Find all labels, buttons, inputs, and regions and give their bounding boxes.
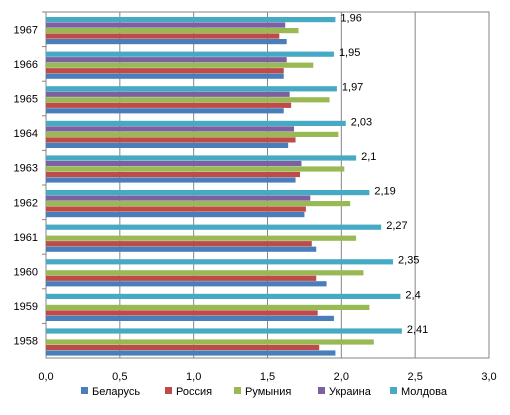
legend-label: Россия <box>176 386 212 398</box>
bar-Беларусь <box>46 281 327 287</box>
bar-Молдова <box>46 293 401 299</box>
y-tick-label: 1966 <box>14 59 38 71</box>
x-tick-label: 2,0 <box>334 371 349 383</box>
data-label: 2,4 <box>405 289 420 301</box>
bar-Украина <box>46 126 295 132</box>
legend-swatch <box>234 387 241 394</box>
bar-Украина <box>46 91 290 97</box>
data-label: 2,41 <box>407 324 428 336</box>
bar-Румыния <box>46 201 351 207</box>
bar-Румыния <box>46 304 370 310</box>
bar-Беларусь <box>46 142 289 148</box>
x-tick-label: 0,0 <box>38 371 53 383</box>
bar-Россия <box>46 137 296 143</box>
legend-label: Украина <box>329 386 372 398</box>
bar-Украина <box>46 160 302 167</box>
x-tick-label: 1,5 <box>260 371 275 383</box>
bar-Беларусь <box>46 177 296 183</box>
bar-Россия <box>46 344 320 351</box>
bar-Беларусь <box>46 108 284 114</box>
bar-Румыния <box>46 339 374 345</box>
bar-Молдова <box>46 17 336 23</box>
bar-Беларусь <box>46 350 336 356</box>
bar-Румыния <box>46 62 314 68</box>
bar-Румыния <box>46 28 299 34</box>
x-tick-label: 0,5 <box>112 371 127 383</box>
data-label: 2,03 <box>351 116 372 128</box>
data-label: 1,97 <box>342 82 363 94</box>
bar-Россия <box>46 275 317 281</box>
bar-Молдова <box>46 155 357 161</box>
bar-Россия <box>46 241 312 247</box>
y-tick-label: 1960 <box>14 267 38 279</box>
data-label: 2,35 <box>398 255 419 267</box>
bar-Россия <box>46 33 280 39</box>
bar-Румыния <box>46 235 357 241</box>
bar-Молдова <box>46 51 334 57</box>
legend-swatch <box>81 387 88 394</box>
bar-Молдова <box>46 328 402 334</box>
y-tick-label: 1962 <box>14 197 38 209</box>
bar-Беларусь <box>46 39 287 45</box>
data-label: 1,95 <box>339 47 360 59</box>
y-tick-label: 1958 <box>14 336 38 348</box>
y-tick-label: 1964 <box>14 128 38 140</box>
bar-Молдова <box>46 86 337 92</box>
x-tick-label: 3,0 <box>481 371 496 383</box>
bar-Беларусь <box>46 212 305 218</box>
bar-Россия <box>46 102 292 108</box>
bar-Беларусь <box>46 73 284 79</box>
data-label: 1,96 <box>340 13 361 25</box>
bar-Молдова <box>46 120 346 126</box>
y-tick-label: 1965 <box>14 94 38 106</box>
data-label: 2,27 <box>386 220 407 232</box>
bar-Молдова <box>46 224 382 230</box>
y-tick-label: 1963 <box>14 163 38 175</box>
bar-Россия <box>46 206 306 212</box>
legend-swatch <box>318 387 325 394</box>
data-label: 2,19 <box>374 186 395 198</box>
legend-label: Беларусь <box>92 386 140 398</box>
legend-swatch <box>390 387 397 394</box>
bar-Украина <box>46 195 311 201</box>
bar-Россия <box>46 68 284 74</box>
y-tick-label: 1967 <box>14 24 38 36</box>
bar-Румыния <box>46 270 364 276</box>
bar-Румыния <box>46 131 339 137</box>
bar-Румыния <box>46 97 330 103</box>
x-tick-label: 2,5 <box>408 371 423 383</box>
y-tick-label: 1959 <box>14 301 38 313</box>
bar-Беларусь <box>46 315 334 321</box>
bar-Румыния <box>46 166 345 172</box>
x-tick-label: 1,0 <box>186 371 201 383</box>
y-tick-label: 1961 <box>14 232 38 244</box>
data-label: 2,1 <box>361 151 376 163</box>
bar-Россия <box>46 310 318 316</box>
bar-Украина <box>46 57 287 63</box>
legend-swatch <box>165 387 172 394</box>
bar-Беларусь <box>46 246 317 252</box>
bar-Украина <box>46 22 286 28</box>
bar-Молдова <box>46 190 370 196</box>
legend-label: Румыния <box>245 386 291 398</box>
legend-label: Молдова <box>401 386 448 398</box>
bar-Молдова <box>46 259 394 265</box>
bar-Россия <box>46 171 300 178</box>
